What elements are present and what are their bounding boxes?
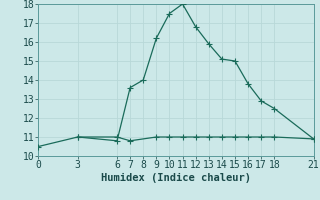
X-axis label: Humidex (Indice chaleur): Humidex (Indice chaleur) (101, 173, 251, 183)
